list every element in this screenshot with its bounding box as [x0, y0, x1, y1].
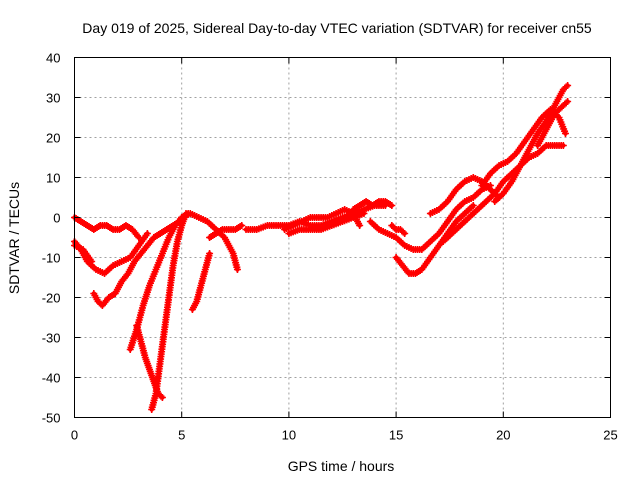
data-point-marker: [360, 210, 368, 217]
x-tick-label: 0: [71, 428, 78, 443]
series-markers-pass-22: [491, 82, 572, 205]
chart-title: Day 019 of 2025, Sidereal Day-to-day VTE…: [82, 20, 592, 36]
y-tick-label: 30: [46, 91, 60, 106]
series-markers-pass-18: [388, 222, 409, 237]
y-tick-label: 20: [46, 131, 60, 146]
data-point-marker: [561, 130, 569, 137]
x-tick-label: 5: [178, 428, 185, 443]
y-tick-label: -50: [42, 411, 61, 426]
series-markers-pass-11: [206, 222, 246, 241]
data-point-marker: [238, 222, 246, 229]
y-tick-label: -20: [42, 291, 61, 306]
y-tick-label: -10: [42, 251, 61, 266]
x-tick-label: 10: [282, 428, 296, 443]
series-markers-pass-1: [71, 214, 111, 233]
data-point-marker: [559, 142, 567, 149]
plot-frame: [74, 57, 611, 418]
data-point-marker: [143, 230, 151, 237]
data-point-marker: [564, 82, 572, 89]
series-markers-pass-10: [188, 250, 214, 313]
data-point-marker: [469, 202, 477, 209]
y-tick-label: -40: [42, 371, 61, 386]
series-markers-pass-15: [349, 198, 396, 213]
x-tick-label: 15: [389, 428, 403, 443]
y-tick-label: -30: [42, 331, 61, 346]
data-point-marker: [88, 258, 96, 265]
series-markers-pass-6: [126, 210, 192, 353]
data-point-marker: [158, 394, 166, 401]
data-point-marker: [562, 83, 570, 91]
grid: [74, 57, 611, 418]
series-markers-pass-23: [534, 98, 572, 149]
data-layer: [71, 82, 572, 413]
y-tick-label: 40: [46, 51, 60, 66]
data-point-marker: [356, 222, 364, 229]
x-tick-label: 20: [496, 428, 510, 443]
data-point-marker: [399, 228, 407, 236]
series-markers-pass-14: [285, 210, 368, 237]
y-axis-label: SDTVAR / TECUs: [6, 182, 22, 294]
data-point-marker: [391, 224, 399, 232]
data-point-marker: [233, 266, 241, 273]
y-tick-label: 10: [46, 171, 60, 186]
x-tick-label: 25: [603, 428, 617, 443]
data-point-marker: [562, 99, 570, 107]
y-tick-label: 0: [53, 211, 60, 226]
series-markers-pass-9: [178, 210, 241, 273]
data-point-marker: [206, 250, 214, 257]
series-markers-pass-5: [90, 218, 184, 309]
series-markers-pass-2: [103, 222, 143, 241]
x-axis-label: GPS time / hours: [288, 458, 395, 474]
data-point-marker: [388, 202, 396, 209]
series-markers-pass-16: [366, 182, 494, 253]
data-point-marker: [401, 230, 409, 237]
data-point-marker: [564, 98, 572, 105]
ticks: 0 5 10 15 20 25 -50 -40 -30 -20 -10 0 10 20 30 40: [42, 51, 618, 443]
